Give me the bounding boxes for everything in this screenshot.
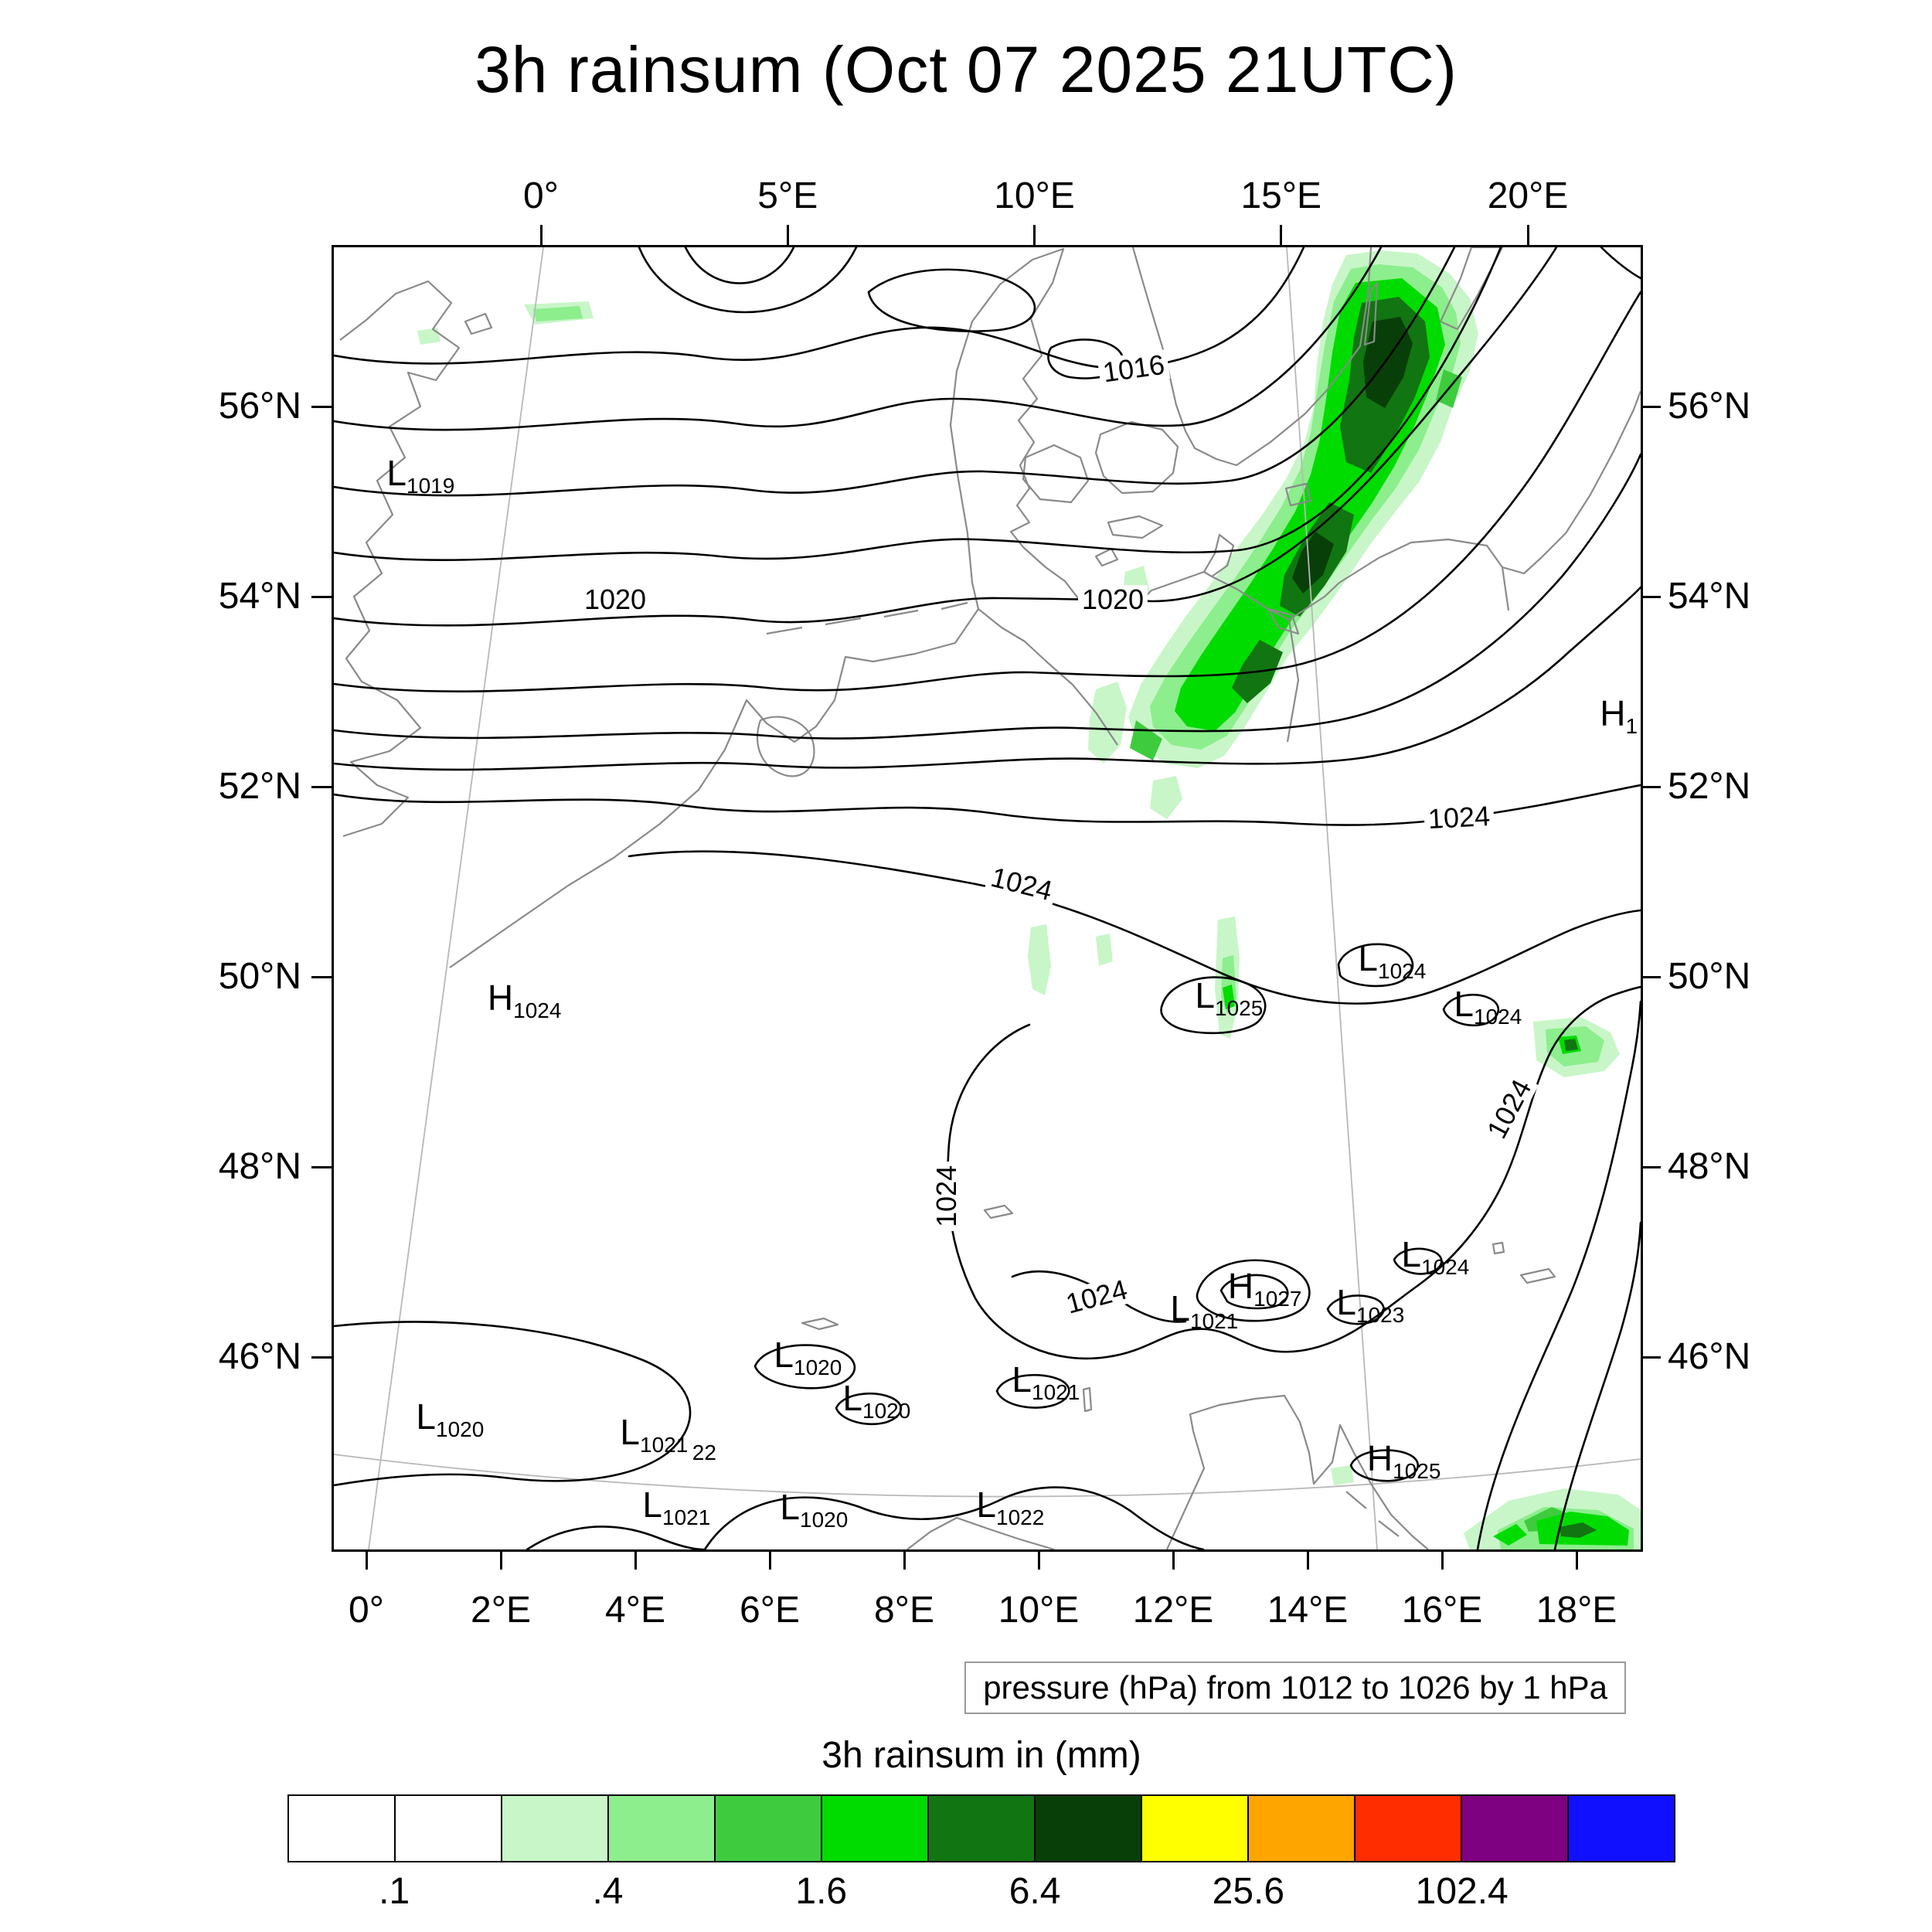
tick-mark <box>365 1549 368 1570</box>
chart-title: 3h rainsum (Oct 07 2025 21UTC) <box>474 33 1458 106</box>
precipitation-layer <box>417 250 1641 1549</box>
rain-level-light <box>533 264 1634 1549</box>
axis-label-bottom: 16°E <box>1401 1590 1483 1631</box>
colorbar-cell <box>821 1796 927 1861</box>
colorbar-tick-label: 6.4 <box>1009 1871 1061 1912</box>
colorbar-cell <box>501 1796 607 1861</box>
axis-label-bottom: 12°E <box>1132 1590 1214 1631</box>
axis-label-left: 48°N <box>218 1146 301 1187</box>
tick-mark <box>499 1549 502 1570</box>
axis-label-left: 46°N <box>218 1336 301 1377</box>
tick-mark <box>311 595 332 598</box>
tick-mark <box>634 1549 637 1570</box>
axis-label-top: 20°E <box>1487 175 1569 216</box>
tick-mark <box>1033 225 1036 245</box>
tick-mark <box>1526 225 1529 245</box>
axis-label-top: 15°E <box>1240 175 1322 216</box>
tick-mark <box>1280 225 1283 245</box>
axis-label-bottom: 10°E <box>998 1590 1080 1631</box>
colorbar-cell <box>289 1796 394 1861</box>
tick-mark <box>1641 405 1661 408</box>
colorbar-cell <box>1141 1796 1247 1861</box>
colorbar-tick-label: 102.4 <box>1415 1871 1509 1912</box>
tick-mark <box>1641 595 1661 598</box>
colorbar-tick-label: 1.6 <box>795 1871 848 1912</box>
tick-mark <box>311 1165 332 1168</box>
axis-label-left: 54°N <box>218 576 301 617</box>
colorbar-cell <box>1034 1796 1141 1861</box>
tick-mark <box>1641 975 1661 978</box>
colorbar-tick-label: .4 <box>592 1871 624 1912</box>
tick-mark <box>786 225 789 245</box>
tick-mark <box>311 405 332 408</box>
colorbar-cell <box>607 1796 714 1861</box>
pressure-contours <box>334 247 1641 1549</box>
axis-label-left: 50°N <box>218 956 301 997</box>
axis-label-right: 50°N <box>1668 956 1751 997</box>
tick-mark <box>1306 1549 1309 1570</box>
tick-mark <box>539 225 543 245</box>
axis-label-right: 56°N <box>1668 386 1751 427</box>
colorbar-tick-label: .1 <box>379 1871 410 1912</box>
tick-mark <box>1037 1549 1040 1570</box>
axis-label-right: 54°N <box>1668 576 1751 617</box>
axis-label-bottom: 2°E <box>471 1590 531 1631</box>
tick-mark <box>1641 785 1661 788</box>
map-canvas <box>334 247 1641 1549</box>
axis-label-top: 5°E <box>757 175 818 216</box>
axis-label-top: 10°E <box>994 175 1075 216</box>
axis-label-left: 56°N <box>218 386 301 427</box>
axis-label-bottom: 18°E <box>1536 1590 1617 1631</box>
rain-level-pale <box>417 250 1641 1549</box>
colorbar-cell <box>1247 1796 1354 1861</box>
colorbar-tick-label: 25.6 <box>1212 1871 1285 1912</box>
tick-mark <box>903 1549 906 1570</box>
tick-mark <box>1575 1549 1578 1570</box>
tick-mark <box>311 1355 332 1359</box>
tick-mark <box>1641 1165 1661 1168</box>
axis-label-top: 0° <box>523 175 559 216</box>
coastlines <box>339 247 1641 1549</box>
colorbar-cell <box>1567 1796 1674 1861</box>
axis-label-bottom: 8°E <box>874 1590 934 1631</box>
tick-mark <box>1440 1549 1444 1570</box>
tick-mark <box>311 785 332 788</box>
colorbar-cell <box>714 1796 821 1861</box>
colorbar-cell <box>1354 1796 1461 1861</box>
axis-label-bottom: 0° <box>349 1590 384 1631</box>
axis-label-right: 52°N <box>1668 766 1751 807</box>
rainsum-colorbar <box>287 1794 1675 1862</box>
map-panel: 1016 1020 1020 1024 1024 1024 1024 1024 L1019 H1 H… <box>332 245 1643 1552</box>
tick-mark <box>1172 1549 1175 1570</box>
legend-title: 3h rainsum in (mm) <box>821 1735 1141 1776</box>
tick-mark <box>768 1549 771 1570</box>
tick-mark <box>311 975 332 978</box>
axis-label-left: 52°N <box>218 766 301 807</box>
axis-label-bottom: 14°E <box>1267 1590 1349 1631</box>
colorbar-cell <box>927 1796 1034 1861</box>
colorbar-cell <box>1461 1796 1567 1861</box>
pressure-caption: pressure (hPa) from 1012 to 1026 by 1 hP… <box>964 1662 1626 1714</box>
tick-mark <box>1641 1355 1661 1359</box>
axis-label-bottom: 6°E <box>740 1590 800 1631</box>
graticule <box>334 247 1641 1549</box>
axis-label-right: 48°N <box>1668 1146 1751 1187</box>
axis-label-right: 46°N <box>1668 1336 1751 1377</box>
colorbar-cell <box>394 1796 501 1861</box>
axis-label-bottom: 4°E <box>605 1590 665 1631</box>
